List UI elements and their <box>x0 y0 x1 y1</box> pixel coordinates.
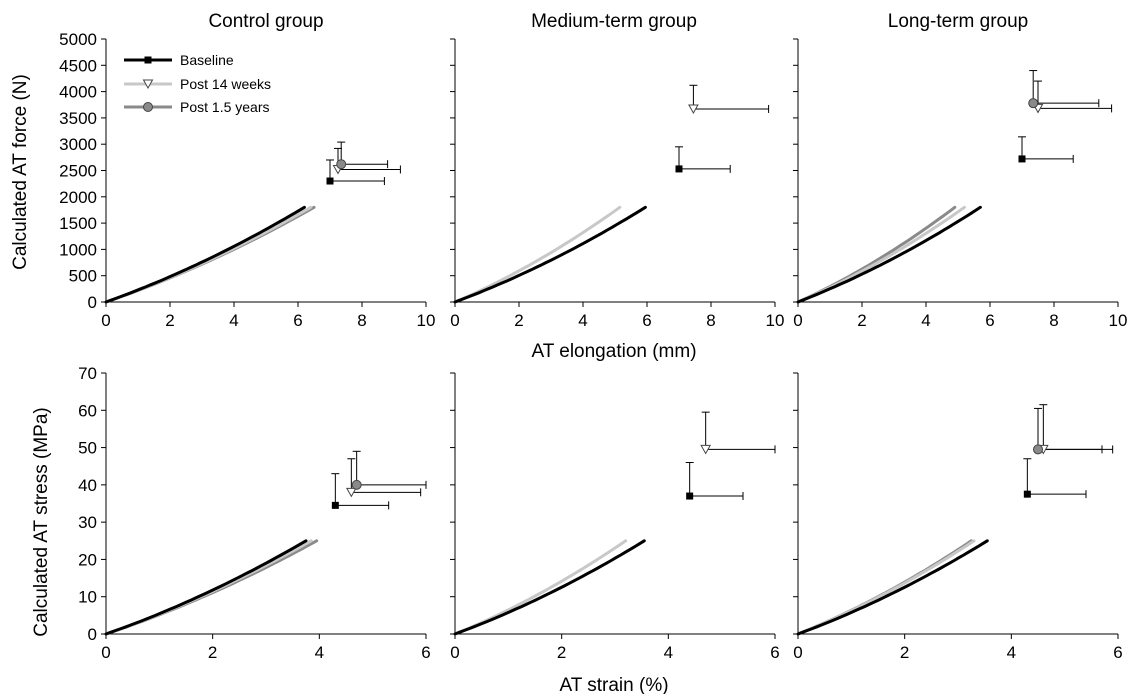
x-tick-label: 6 <box>421 643 430 662</box>
point-post-1-5-years <box>1028 98 1039 109</box>
panel-control-group-force: 0 500 1000 1500 2000 2500 3000 3500 4000 4500 5000… <box>59 30 435 330</box>
x-tick-label: 0 <box>101 643 110 662</box>
x-tick-label: 2 <box>514 311 523 330</box>
y-tick-label: 30 <box>78 513 97 532</box>
curve-post-1-5-years <box>796 539 973 636</box>
panels: 0500100015002000250030003500400045005000… <box>59 30 1127 662</box>
panel-long-term-group-force: 0 2 4 6 8 10 <box>793 38 1128 330</box>
y-tick-label: 2000 <box>59 188 97 207</box>
x-tick-label: 2 <box>208 643 217 662</box>
curve-baseline <box>104 539 308 636</box>
point-post-14-weeks <box>700 444 712 455</box>
point-baseline <box>675 165 683 173</box>
panel-control-group-stress: 0 10 20 30 40 50 60 70 0 2 4 6 <box>78 364 431 662</box>
x-tick-label: 0 <box>793 643 802 662</box>
column-title-medium: Medium-term group <box>531 11 697 32</box>
x-tick-label: 10 <box>1109 311 1128 330</box>
curve-baseline <box>453 539 646 636</box>
y-tick-label: 0 <box>88 625 97 644</box>
x-axis-label-strain: AT strain (%) <box>559 675 668 694</box>
point-post-14-weeks <box>688 104 699 114</box>
point-baseline <box>326 177 334 185</box>
x-tick-label: 8 <box>1049 311 1058 330</box>
y-tick-label: 3000 <box>59 135 97 154</box>
legend-marker-post14 <box>142 79 154 90</box>
y-tick-label: 60 <box>78 401 97 420</box>
y-axis-label-stress: Calculated AT stress (MPa) <box>31 407 52 636</box>
x-tick-label: 4 <box>921 311 930 330</box>
column-title-long: Long-term group <box>888 11 1028 32</box>
legend-label-baseline: Baseline <box>180 52 234 68</box>
x-tick-label: 4 <box>229 311 238 330</box>
x-tick-label: 8 <box>706 311 715 330</box>
point-baseline <box>1023 490 1031 498</box>
x-tick-label: 10 <box>766 311 785 330</box>
curve-baseline <box>796 539 989 636</box>
y-tick-label: 3500 <box>59 109 97 128</box>
point-post-1-5-years <box>1033 444 1043 455</box>
y-tick-label: 20 <box>78 550 97 569</box>
point-post-1-5-years <box>351 479 362 490</box>
x-tick-label: 4 <box>1007 643 1016 662</box>
x-tick-label: 2 <box>900 643 909 662</box>
y-axis-label-force: Calculated AT force (N) <box>10 74 31 270</box>
x-tick-label: 2 <box>165 311 174 330</box>
y-tick-label: 2500 <box>59 162 97 181</box>
x-tick-label: 4 <box>315 643 324 662</box>
x-tick-label: 8 <box>357 311 366 330</box>
x-tick-label: 2 <box>857 311 866 330</box>
x-tick-label: 6 <box>1113 643 1122 662</box>
curve-post-14-weeks <box>453 205 622 304</box>
y-tick-label: 40 <box>78 476 97 495</box>
x-tick-label: 4 <box>578 311 587 330</box>
x-tick-label: 0 <box>450 643 459 662</box>
x-tick-label: 6 <box>985 311 994 330</box>
y-tick-label: 4500 <box>59 56 97 75</box>
legend-marker-post15 <box>143 102 153 112</box>
y-tick-label: 500 <box>69 267 97 286</box>
legend-label-post15: Post 1.5 years <box>180 99 270 115</box>
legend-marker-baseline <box>144 56 152 64</box>
curve-baseline <box>104 205 306 304</box>
point-baseline <box>331 501 339 509</box>
panel-medium-term-group-force: 0 2 4 6 8 10 <box>450 38 785 330</box>
x-tick-label: 6 <box>770 643 779 662</box>
x-tick-label: 0 <box>450 311 459 330</box>
y-tick-label: 1000 <box>59 240 97 259</box>
curve-post-14-weeks <box>796 205 966 304</box>
curve-baseline <box>453 205 647 304</box>
legend: Baseline Post 14 weeks Post 1.5 years <box>124 52 271 115</box>
point-post-1-5-years <box>336 159 347 170</box>
point-baseline <box>686 492 694 500</box>
point-baseline <box>1018 155 1026 163</box>
y-tick-label: 1500 <box>59 214 97 233</box>
point-post-14-weeks <box>345 487 357 498</box>
x-axis-label-elongation: AT elongation (mm) <box>531 341 696 362</box>
legend-label-post14: Post 14 weeks <box>180 76 271 92</box>
x-tick-label: 2 <box>557 643 566 662</box>
y-tick-label: 0 <box>88 293 97 312</box>
y-tick-label: 10 <box>78 588 97 607</box>
x-tick-label: 6 <box>642 311 651 330</box>
x-tick-label: 0 <box>793 311 802 330</box>
curve-baseline <box>796 205 982 304</box>
curve-post-1-5-years <box>796 205 957 304</box>
y-tick-label: 70 <box>78 364 97 383</box>
panel-medium-term-group-stress: 0 2 4 6 <box>450 372 780 662</box>
y-tick-label: 50 <box>78 439 97 458</box>
x-tick-label: 10 <box>417 311 436 330</box>
curve-post-14-weeks <box>453 539 628 636</box>
x-tick-label: 4 <box>664 643 673 662</box>
column-title-control: Control group <box>208 11 323 32</box>
x-tick-label: 6 <box>293 311 302 330</box>
y-tick-label: 5000 <box>59 30 97 49</box>
panel-long-term-group-stress: 0 2 4 6 <box>793 372 1123 662</box>
x-tick-label: 0 <box>101 311 110 330</box>
y-tick-label: 4000 <box>59 83 97 102</box>
